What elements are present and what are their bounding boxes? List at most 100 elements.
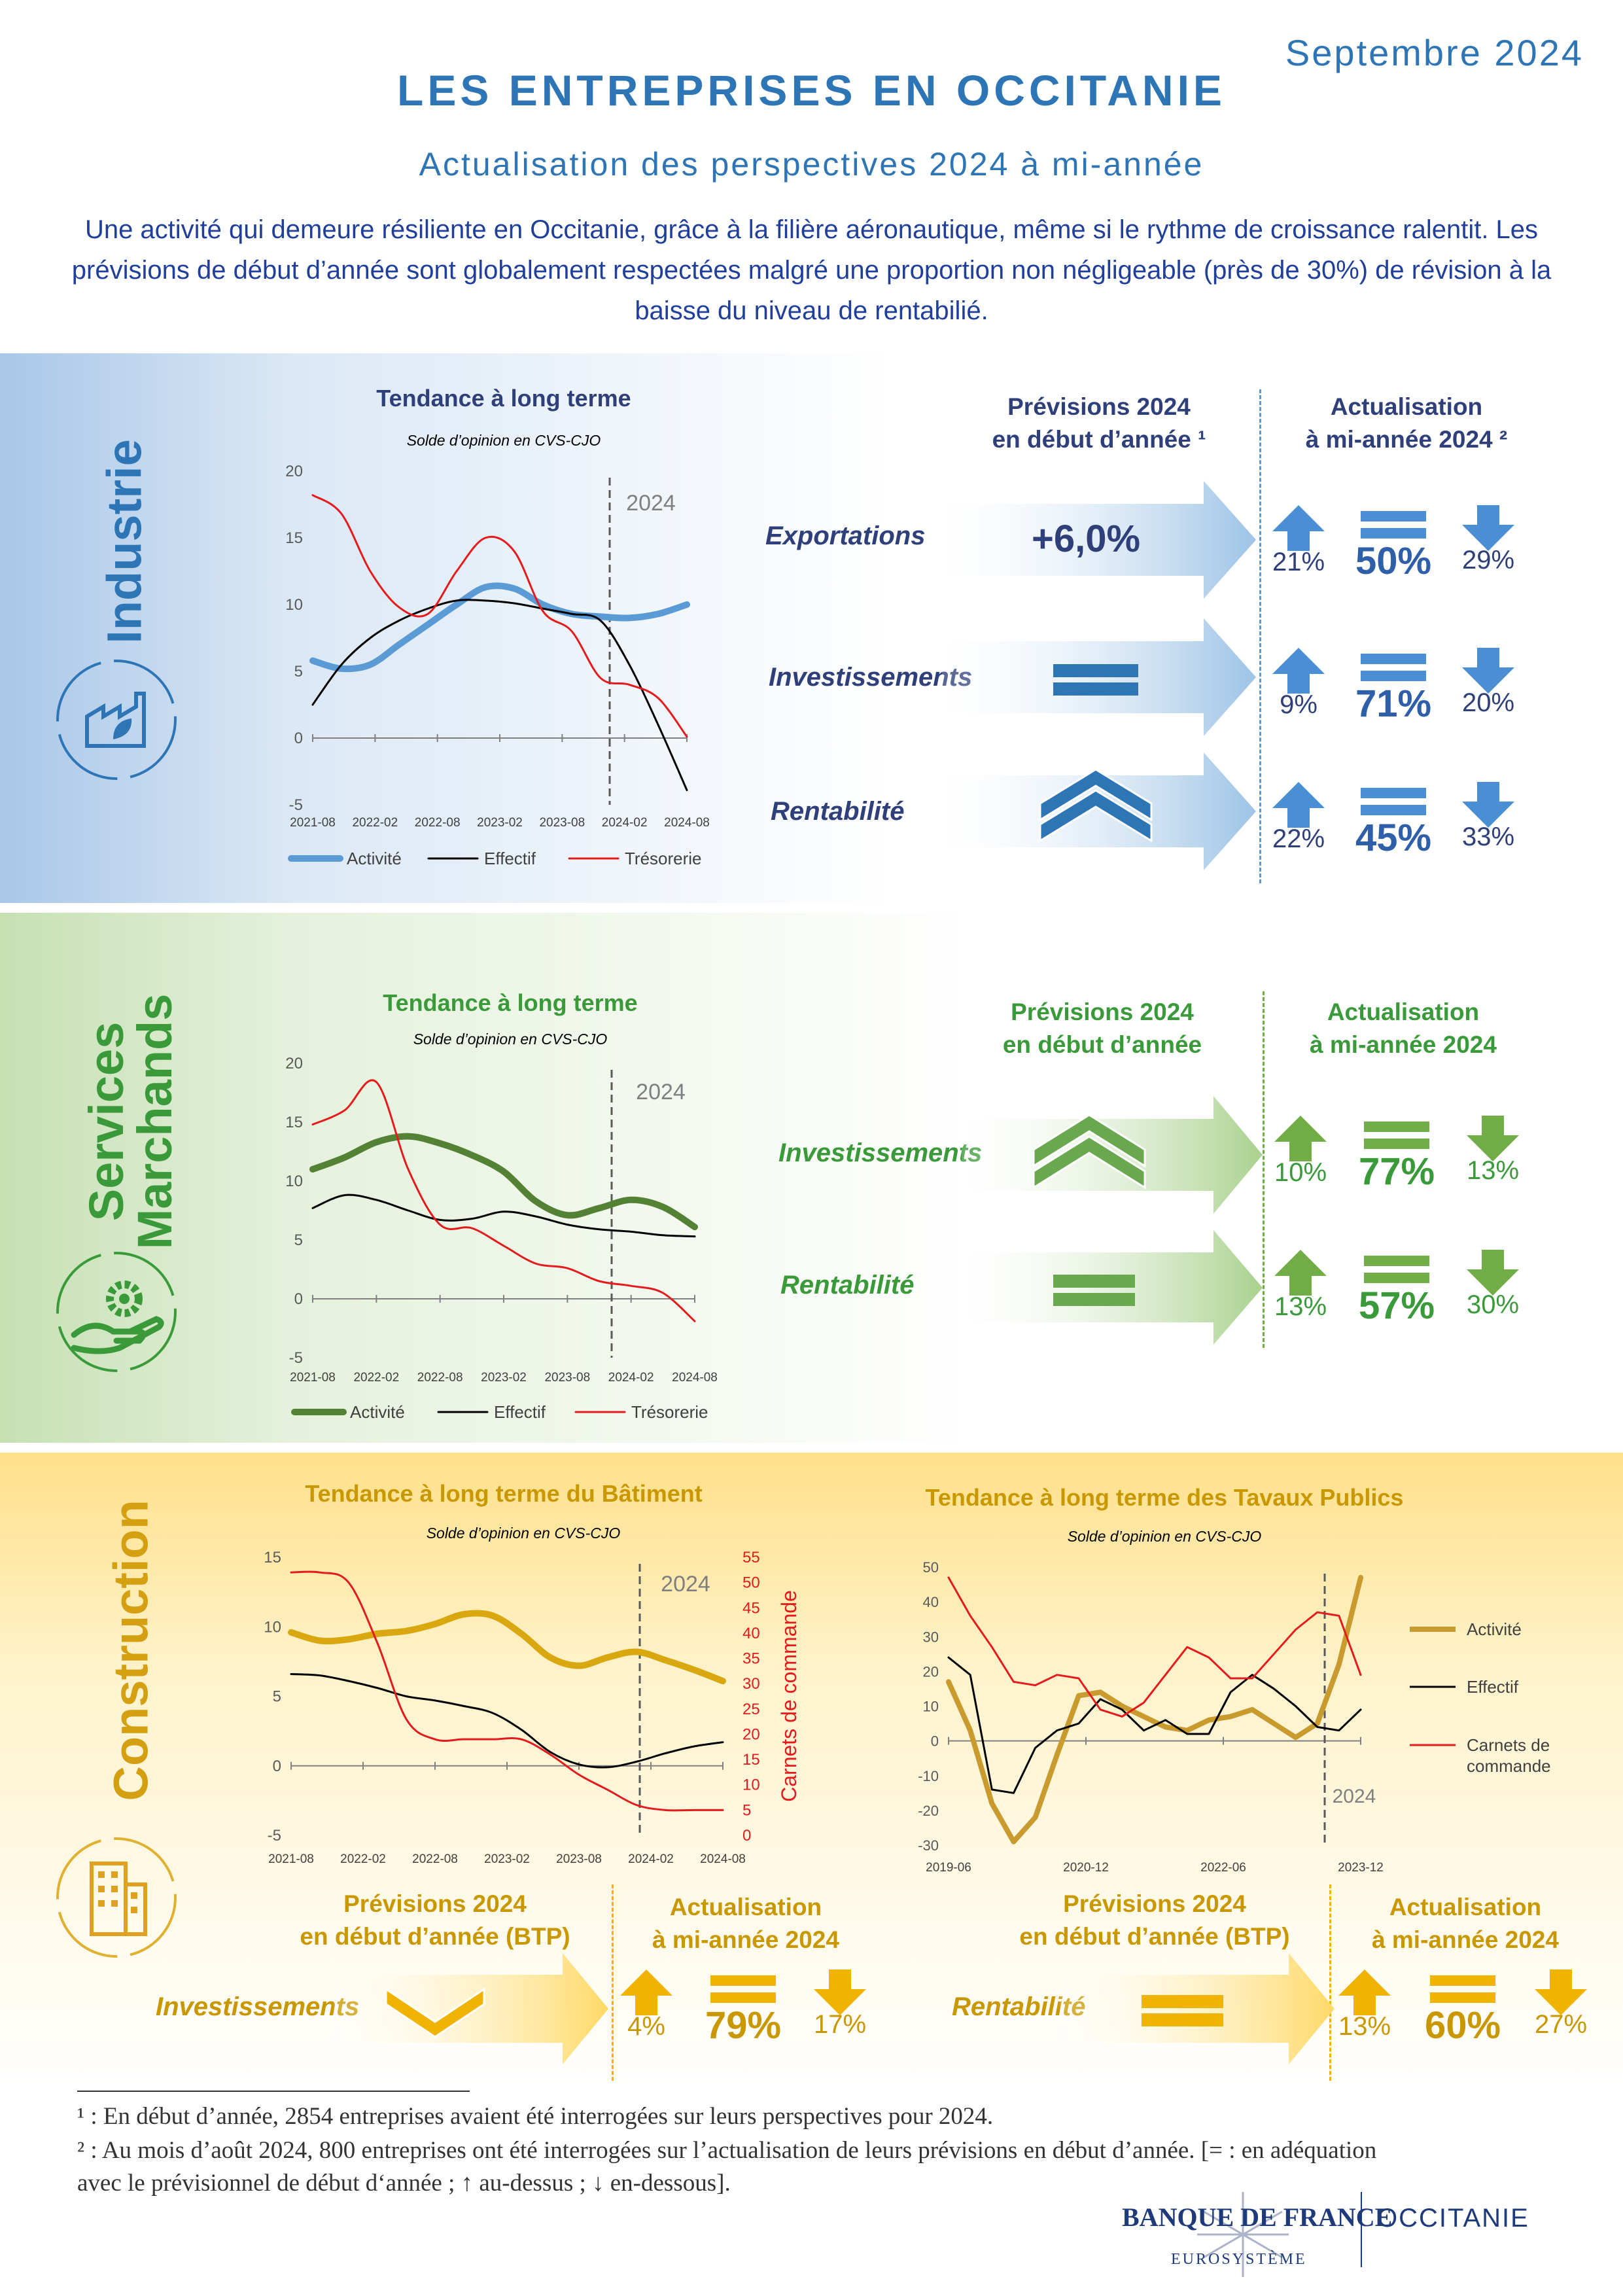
y-tick-label: -5 <box>289 796 303 814</box>
x-tick-label: 2022-06 <box>1200 1861 1246 1875</box>
arrow-down-icon <box>1462 782 1514 828</box>
y-tick-label: 20 <box>285 463 303 480</box>
services-forecast-header-line2: en début d’année <box>1002 1031 1202 1058</box>
services-profit-arrow <box>962 1230 1263 1345</box>
y-tick-label: -10 <box>918 1768 939 1784</box>
industry-exports-equal-pct: 50% <box>1355 540 1432 582</box>
services-invest-arrow <box>962 1096 1263 1214</box>
tp-line-chart: -30 -20 -10 0 10 20 30 40 50 2019-06 2020-12 2022-0… <box>918 1559 1551 1875</box>
arrow-up-icon <box>1272 505 1325 551</box>
services-forecast-header: Prévisions 2024 en début d’année <box>971 996 1233 1061</box>
construction-band <box>0 1453 1623 2087</box>
arrow-up-icon <box>1274 1116 1327 1161</box>
construction-right-divider <box>1329 1884 1331 2081</box>
construction-right-update-header-line2: à mi-année 2024 <box>1372 1926 1559 1953</box>
chevron-down-icon <box>385 1987 485 2038</box>
page-subtitle: Actualisation des perspectives 2024 à mi… <box>419 146 1204 183</box>
industry-profit-equal-pct: 45% <box>1355 817 1432 859</box>
services-label-line2: Marchands <box>128 993 182 1250</box>
services-chart-title: Tendance à long terme <box>383 989 638 1016</box>
x-tick-label: 2024-02 <box>608 1371 654 1385</box>
x-tick-label: 2023-02 <box>484 1852 530 1866</box>
y-tick-label: 40 <box>923 1594 939 1610</box>
factory-leaf-icon <box>56 660 177 780</box>
industry-band <box>0 353 1623 903</box>
x-tick-label: 2019-06 <box>926 1861 971 1875</box>
legend-label: Trésorerie <box>631 1402 708 1422</box>
series-line-activité <box>946 1574 1363 1845</box>
services-label-line1: Services <box>79 1021 133 1222</box>
industry-chart-title: Tendance à long terme <box>376 385 631 412</box>
construction-left-update-header-line2: à mi-année 2024 <box>652 1926 839 1953</box>
arrow-down-icon <box>1462 648 1514 694</box>
construction-left-forecast-header-line1: Prévisions 2024 <box>343 1890 527 1917</box>
construction-invest-up-pct: 4% <box>627 2012 665 2041</box>
double-chevron-up-icon <box>1032 1114 1146 1190</box>
y-tick-label: 5 <box>294 663 303 680</box>
arrow-down-icon <box>1467 1116 1519 1161</box>
y2-tick-label: 20 <box>742 1725 760 1743</box>
legend-label: Activité <box>347 849 402 868</box>
building-icon <box>56 1837 177 1958</box>
industry-invest-down-pct: 20% <box>1461 688 1515 717</box>
x-tick-label: 2023-08 <box>539 816 585 830</box>
construction-left-forecast-header: Prévisions 2024 en début d’année (BTP) <box>288 1888 582 1953</box>
batiment-line-chart: -5 0 5 10 15 2021-08 2022-02 2022-08 2023-02 2023… <box>264 1549 801 1866</box>
y2-tick-label: 10 <box>742 1776 760 1794</box>
x-tick-label: 2021-08 <box>290 1371 336 1385</box>
construction-right-forecast-header-line2: en début d’année (BTP) <box>1019 1923 1290 1950</box>
logo-bank-name: BANQUE DE FRANCE <box>1122 2202 1393 2232</box>
equal-icon <box>1430 1975 1495 2003</box>
y-tick-label: 30 <box>923 1629 939 1645</box>
y2-axis-label: Carnets de commande <box>777 1590 801 1802</box>
y2-tick-label: 45 <box>742 1599 760 1617</box>
y-tick-label: 10 <box>923 1699 939 1715</box>
y-tick-label: 20 <box>923 1663 939 1680</box>
arrow-down-icon <box>1462 505 1514 551</box>
services-profit-up-pct: 13% <box>1274 1292 1327 1321</box>
arrow-down-icon <box>1535 1969 1587 2015</box>
x-tick-label: 2022-08 <box>412 1852 458 1866</box>
y-tick-label: 50 <box>923 1559 939 1576</box>
construction-invest-equal-pct: 79% <box>705 2004 782 2047</box>
services-invest-up-pct: 10% <box>1274 1158 1327 1187</box>
arrow-up-icon <box>1272 648 1325 694</box>
y2-tick-label: 0 <box>742 1827 751 1845</box>
batiment-chart-subtitle: Solde d’opinion en CVS-CJO <box>426 1525 621 1542</box>
construction-left-forecast-header-line2: en début d’année (BTP) <box>300 1923 570 1950</box>
series-line-carnets-de-commande <box>947 1576 1362 1718</box>
y-tick-label: 20 <box>285 1055 303 1072</box>
x-tick-label: 2023-12 <box>1338 1861 1384 1875</box>
construction-invest-arrow <box>334 1953 608 2064</box>
batiment-chart-title: Tendance à long terme du Bâtiment <box>305 1480 703 1507</box>
services-update-header: Actualisation à mi-année 2024 <box>1266 996 1541 1061</box>
industry-exports-arrow <box>942 481 1256 599</box>
series-line-trésorerie <box>311 1079 696 1322</box>
x-tick-label: 2021-08 <box>290 816 336 830</box>
industry-invest-arrow <box>942 618 1256 736</box>
y2-tick-label: 30 <box>742 1675 760 1693</box>
construction-profit-equal-pct: 60% <box>1424 2004 1501 2047</box>
industry-chart-subtitle: Solde d’opinion en CVS-CJO <box>406 432 601 449</box>
industry-invest-up-pct: 9% <box>1280 690 1318 719</box>
industry-row-invest-label: Investissements <box>769 663 973 692</box>
services-profit-down-pct: 30% <box>1466 1290 1520 1319</box>
series-line-carnets-de-commande <box>290 1570 724 1812</box>
year-2024-label: 2024 <box>626 491 676 516</box>
legend-label: Carnets de commande <box>1467 1735 1551 1776</box>
y2-tick-label: 15 <box>742 1751 760 1769</box>
x-tick-label: 2023-08 <box>544 1371 590 1385</box>
construction-left-update-header-line1: Actualisation <box>669 1894 822 1920</box>
page-title: LES ENTREPRISES EN OCCITANIE <box>397 66 1226 115</box>
banque-de-france-emblem-icon <box>1197 2192 1289 2277</box>
arrow-down-icon <box>1467 1250 1519 1296</box>
industry-forecast-header: Prévisions 2024 en début d’année ¹ <box>968 391 1230 456</box>
industry-update-header: Actualisation à mi-année 2024 ² <box>1269 391 1544 456</box>
equal-icon <box>1364 1122 1429 1149</box>
year-2024-label: 2024 <box>1333 1786 1376 1807</box>
industry-exports-forecast: +6,0% <box>1031 518 1141 560</box>
x-tick-label: 2021-08 <box>268 1852 314 1866</box>
footnote-1: ¹ : En début d’année, 2854 entreprises a… <box>77 2103 994 2130</box>
logo-region: OCCITANIE <box>1377 2204 1529 2233</box>
series-line-trésorerie <box>311 494 688 738</box>
